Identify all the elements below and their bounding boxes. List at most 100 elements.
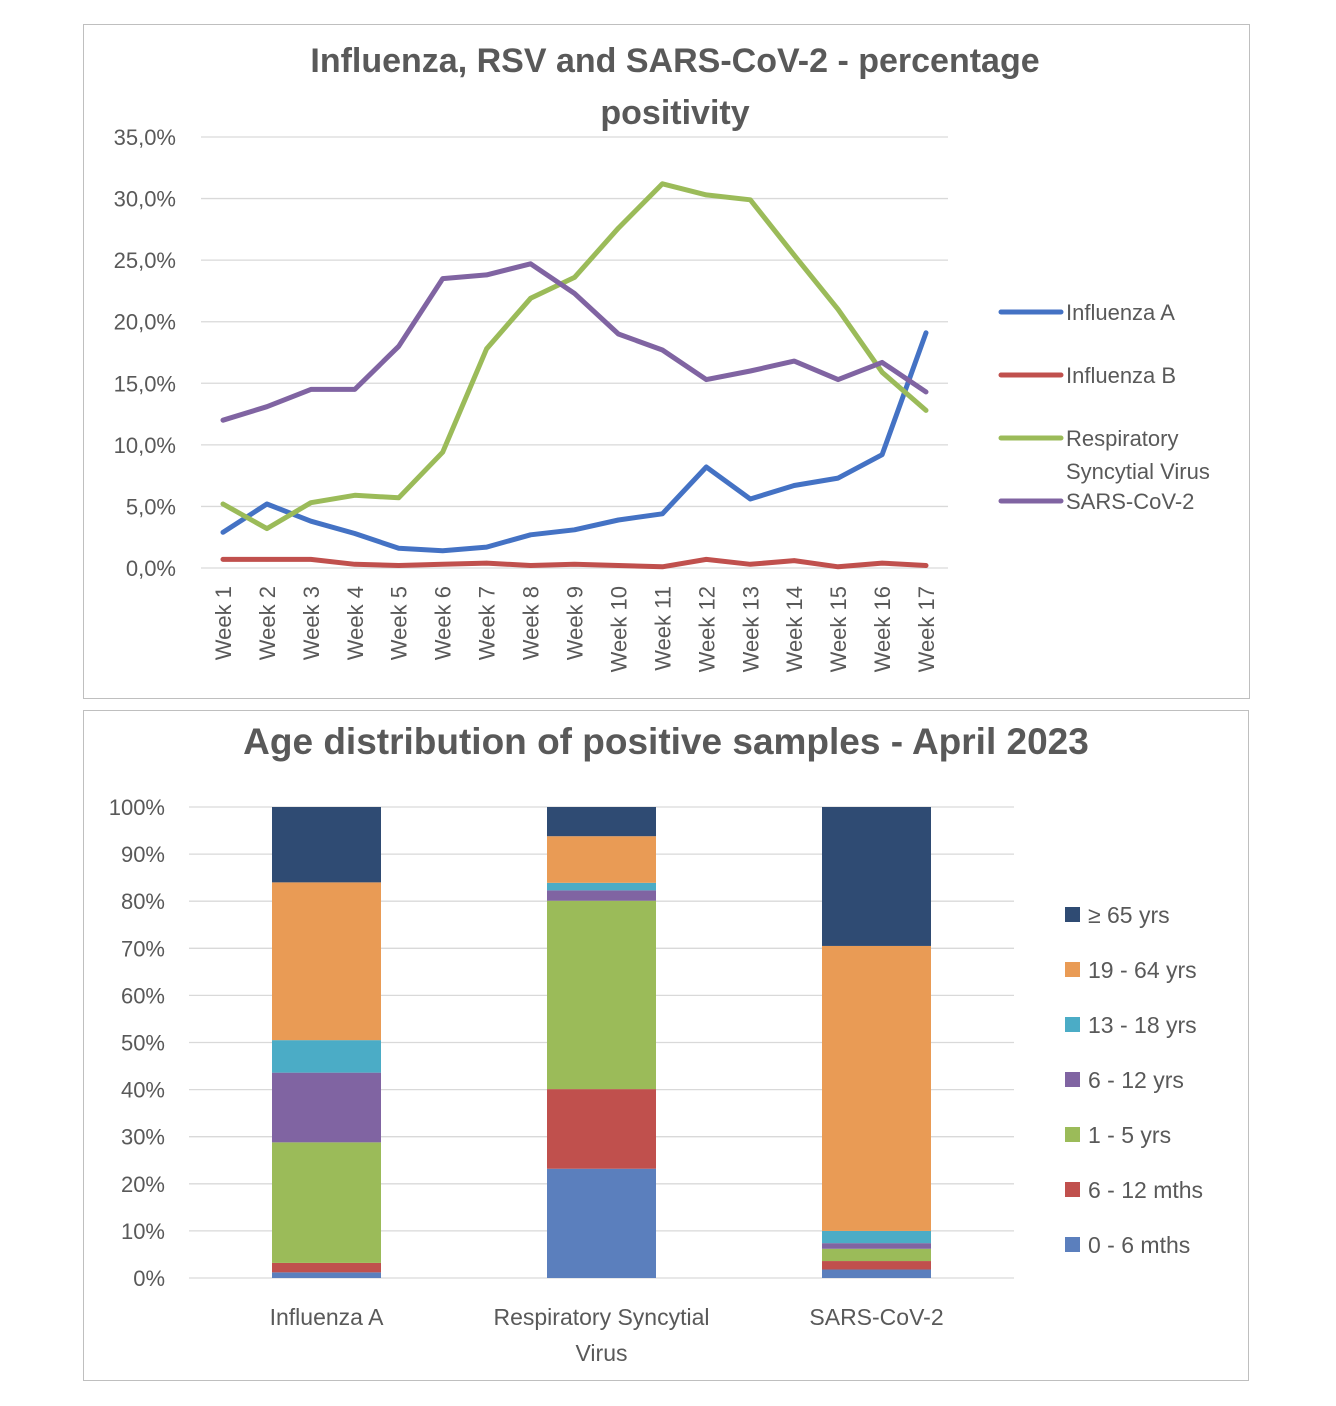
line-point <box>396 546 401 551</box>
line-point <box>264 557 270 562</box>
line-point <box>484 346 489 352</box>
legend-swatch <box>1065 1237 1080 1252</box>
line-chart-x-tick: Week 6 <box>431 586 456 660</box>
line-point <box>704 557 709 562</box>
line-point <box>440 276 445 281</box>
legend-label: 0 - 6 mths <box>1088 1232 1190 1258</box>
line-point <box>396 344 401 349</box>
line-series-influenza-a <box>220 330 929 554</box>
line-point <box>572 291 577 296</box>
bar-segment-19-64-yrs <box>822 945 931 1231</box>
bar-chart-y-tick: 80% <box>121 889 165 914</box>
bar-segment-6-12-yrs <box>547 890 656 901</box>
bar-segment-13-18-yrs <box>547 882 656 891</box>
line-chart-y-tick: 20,0% <box>114 310 176 335</box>
bar-segment-65-yrs <box>272 807 381 883</box>
line-point <box>220 557 226 562</box>
bar-segment-6-12-mths <box>547 1089 656 1169</box>
line-chart-x-tick: Week 8 <box>519 586 544 660</box>
line-series-respiratory-syncytial-virus <box>220 181 929 532</box>
bar-segment-6-12-mths <box>822 1261 931 1270</box>
legend-swatch <box>1065 1017 1080 1032</box>
legend-swatch <box>1065 907 1080 922</box>
line-point <box>835 307 841 312</box>
line-point <box>748 368 753 374</box>
line-point <box>352 493 357 498</box>
line-point <box>440 562 445 567</box>
legend-label: ≥ 65 yrs <box>1088 902 1170 928</box>
line-chart-x-tick: Week 13 <box>738 586 763 672</box>
line-point <box>923 563 929 568</box>
bar-chart-y-tick: 10% <box>121 1219 165 1244</box>
line-point <box>616 331 621 337</box>
line-point <box>748 197 753 203</box>
line-chart-x-tick: Week 10 <box>606 586 631 672</box>
line-point <box>748 496 753 502</box>
bar-chart-title: Age distribution of positive samples - A… <box>243 721 1089 762</box>
bar-chart-y-tick: 60% <box>121 983 165 1008</box>
line-point <box>792 483 797 488</box>
line-point <box>308 557 314 562</box>
legend-label: 19 - 64 yrs <box>1088 957 1197 983</box>
line-point <box>528 261 533 267</box>
line-chart-x-tick: Week 3 <box>299 586 324 660</box>
bar-chart-y-tick: 90% <box>121 842 165 867</box>
bar-chart-category-label: Respiratory Syncytial <box>493 1304 709 1330</box>
line-point <box>835 475 841 481</box>
line-point <box>704 464 709 470</box>
bar-chart-panel: Age distribution of positive samples - A… <box>83 710 1249 1381</box>
line-point <box>528 532 533 537</box>
bar-chart-category-label: Influenza A <box>270 1304 384 1330</box>
bar-chart-y-tick: 70% <box>121 936 165 961</box>
line-point <box>616 517 621 523</box>
legend-label: Influenza B <box>1066 363 1176 388</box>
line-point <box>528 296 533 301</box>
line-point <box>220 530 226 535</box>
bar-segment-13-18-yrs <box>272 1040 381 1073</box>
bar-segment-6-12-yrs <box>822 1243 931 1249</box>
bar-segment-1-5-yrs <box>822 1248 931 1262</box>
bar-segment-65-yrs <box>822 807 931 946</box>
line-point <box>264 404 270 409</box>
line-point <box>660 181 665 186</box>
bar-chart-y-tick: 40% <box>121 1078 165 1103</box>
line-point <box>264 526 270 531</box>
line-point <box>748 562 753 567</box>
line-point <box>879 560 885 566</box>
legend-swatch <box>1065 1182 1080 1197</box>
line-chart-panel: Influenza, RSV and SARS-CoV-2 - percenta… <box>83 24 1250 699</box>
line-chart-x-tick: Week 7 <box>475 586 500 660</box>
line-point <box>704 377 709 382</box>
line-point <box>308 387 314 392</box>
line-point <box>835 564 841 569</box>
line-point <box>835 377 841 382</box>
bar-segment-0-6-mths <box>822 1269 931 1278</box>
line-chart-y-tick: 35,0% <box>114 125 176 150</box>
line-chart-y-tick: 10,0% <box>114 433 176 458</box>
line-point <box>879 452 885 457</box>
line-point <box>220 418 226 423</box>
legend-label: 1 - 5 yrs <box>1088 1122 1171 1148</box>
legend-label: Respiratory <box>1066 426 1178 451</box>
legend-swatch <box>1065 1127 1080 1142</box>
bar-chart: Age distribution of positive samples - A… <box>109 721 1203 1366</box>
line-point <box>704 192 709 198</box>
legend-label: Syncytial Virus <box>1066 459 1210 484</box>
bar-segment-19-64-yrs <box>547 836 656 883</box>
legend-label: SARS-CoV-2 <box>1066 489 1194 514</box>
legend-swatch <box>1065 962 1080 977</box>
line-point <box>484 544 489 550</box>
line-point <box>264 501 270 507</box>
line-chart-x-tick: Week 16 <box>870 586 895 672</box>
line-point <box>572 527 577 533</box>
line-chart-y-tick: 15,0% <box>114 371 176 396</box>
line-chart-x-tick: Week 12 <box>694 586 719 672</box>
line-chart-x-tick: Week 9 <box>563 586 588 660</box>
line-point <box>616 225 621 231</box>
legend-label: Influenza A <box>1066 300 1175 325</box>
line-chart-x-tick: Week 5 <box>387 586 412 660</box>
bar-chart-category-label: SARS-CoV-2 <box>809 1304 943 1330</box>
line-point <box>923 408 929 413</box>
bar-chart-y-tick: 50% <box>121 1031 165 1056</box>
legend-label: 6 - 12 mths <box>1088 1177 1203 1203</box>
